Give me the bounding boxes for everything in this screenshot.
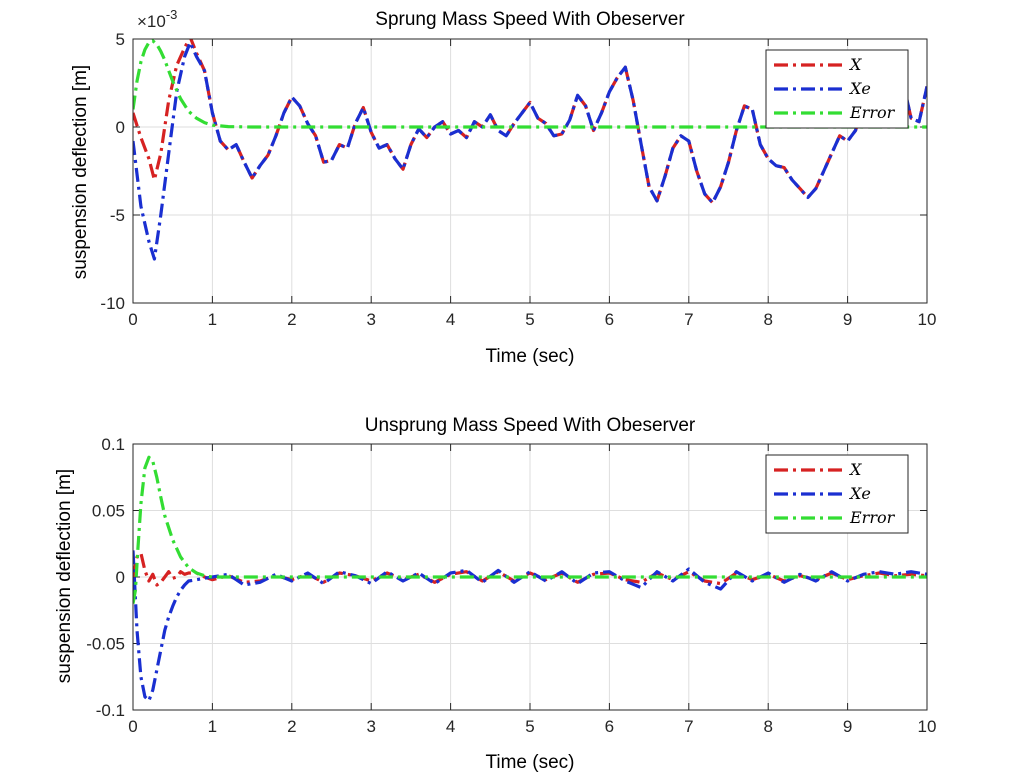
legend-label-x: X — [848, 460, 862, 479]
x-tick-label: 1 — [208, 717, 217, 736]
series-line-x — [133, 551, 927, 587]
plot-area: 0 1 2 3 4 5 6 7 8 9 10 5 0 -5 -10 X Xe Error — [100, 30, 936, 329]
x-tick-label: 6 — [605, 310, 614, 329]
x-tick-label: 4 — [446, 717, 455, 736]
legend-box — [765, 454, 909, 534]
axes-box — [132, 443, 928, 711]
plot-area: 0 1 2 3 4 5 6 7 8 9 10 0.1 0.05 0 -0.05 -0.1 X Xe Error — [86, 435, 936, 736]
y-multiplier-label: ×10-3 — [137, 7, 177, 31]
x-tick-label: 2 — [287, 717, 296, 736]
series-line-error — [133, 39, 927, 129]
x-tick-label: 10 — [918, 310, 937, 329]
x-tick-label: 1 — [208, 310, 217, 329]
x-tick-label: 6 — [605, 717, 614, 736]
y-axis-label: suspension deflection [m] — [70, 65, 91, 279]
x-tick-label: 0 — [128, 310, 137, 329]
x-tick-label: 10 — [918, 717, 937, 736]
y-tick-label: 5 — [116, 30, 125, 49]
x-tick-label: 5 — [525, 717, 534, 736]
x-tick-label: 8 — [763, 310, 772, 329]
x-tick-label: 3 — [366, 717, 375, 736]
x-tick-label: 5 — [525, 310, 534, 329]
legend-label-x: X — [848, 55, 862, 74]
legend-label-xe: Xe — [848, 484, 871, 503]
series-line-xe — [133, 40, 927, 261]
x-tick-label: 9 — [843, 717, 852, 736]
x-tick-label: 4 — [446, 310, 455, 329]
y-tick-label: -5 — [110, 206, 125, 225]
series-line-error — [133, 455, 927, 604]
legend-label-error: Error — [849, 103, 896, 122]
chart-title: Unsprung Mass Speed With Obeserver — [365, 415, 696, 436]
y-tick-label: 0.05 — [92, 502, 125, 521]
x-tick-label: 2 — [287, 310, 296, 329]
y-axis-label: suspension deflection [m] — [54, 469, 75, 683]
unsprung-mass-chart: Unsprung Mass Speed With Obeserver suspe… — [54, 415, 936, 773]
y-tick-label: -10 — [100, 294, 125, 313]
x-axis-label: Time (sec) — [485, 752, 574, 773]
y-tick-label: 0 — [116, 118, 125, 137]
y-tick-label: 0 — [116, 568, 125, 587]
x-tick-label: 8 — [763, 717, 772, 736]
y-tick-label: 0.1 — [101, 435, 125, 454]
x-tick-label: 0 — [128, 717, 137, 736]
x-axis-label: Time (sec) — [485, 346, 574, 367]
legend: X Xe Error — [765, 49, 909, 129]
x-tick-label: 9 — [843, 310, 852, 329]
sprung-mass-chart: Sprung Mass Speed With Obeserver ×10-3 s… — [70, 7, 936, 367]
x-tick-label: 3 — [366, 310, 375, 329]
chart-title: Sprung Mass Speed With Obeserver — [375, 9, 685, 30]
axes-box — [132, 38, 928, 304]
legend: X Xe Error — [765, 454, 909, 534]
y-tick-label: -0.1 — [96, 701, 125, 720]
y-tick-label: -0.05 — [86, 635, 125, 654]
legend-label-error: Error — [849, 508, 896, 527]
x-tick-label: 7 — [684, 717, 693, 736]
x-tick-label: 7 — [684, 310, 693, 329]
legend-label-xe: Xe — [848, 79, 871, 98]
